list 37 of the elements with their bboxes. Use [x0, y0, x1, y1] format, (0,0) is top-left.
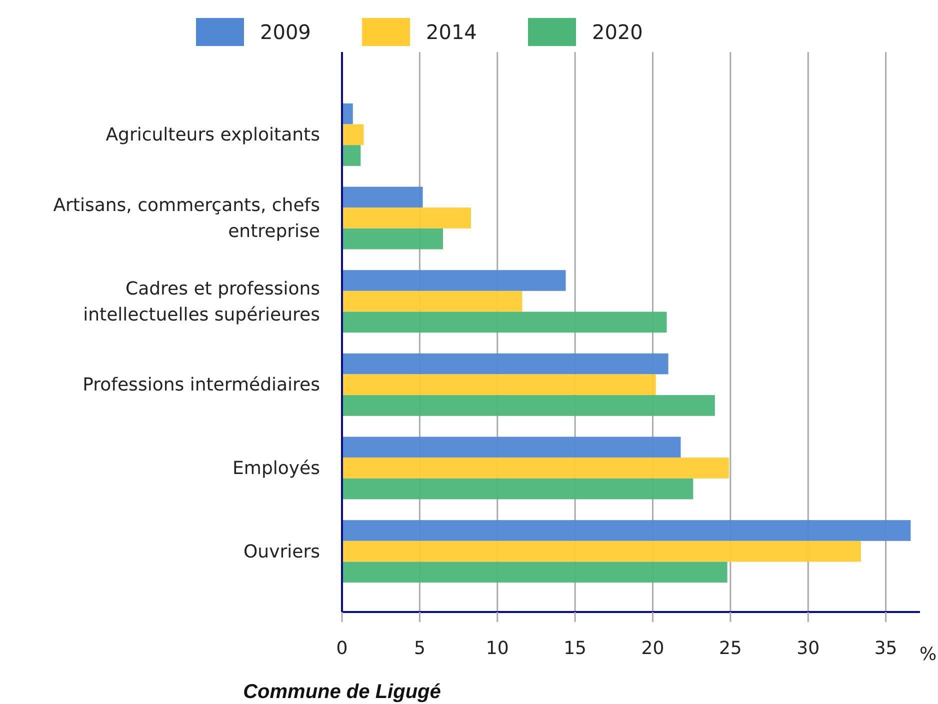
bar: [342, 395, 715, 416]
bar: [342, 124, 364, 146]
legend-label: 2014: [426, 20, 477, 44]
bar: [342, 270, 566, 291]
x-tick-label: 30: [796, 638, 820, 659]
y-tick-label: Employés: [232, 458, 320, 479]
x-tick-label: 10: [486, 638, 509, 659]
bar: [342, 353, 668, 374]
y-tick-label: Agriculteurs exploitants: [106, 124, 320, 146]
bar: [342, 562, 728, 583]
x-tick-label: 5: [414, 638, 426, 659]
text: Commune de Ligugé: [243, 681, 441, 703]
bar: [342, 312, 667, 333]
bar: [342, 228, 443, 250]
x-tick-label: 20: [641, 638, 664, 659]
bar: [342, 540, 861, 562]
x-axis-title: %: [919, 644, 937, 665]
x-tick-label: 0: [336, 638, 348, 659]
bar: [342, 290, 522, 312]
bar: [342, 186, 423, 208]
bar: [342, 374, 656, 396]
bar: [342, 145, 361, 166]
bar: [342, 103, 353, 124]
bar: [342, 208, 471, 228]
x-tick-label: 15: [564, 638, 587, 659]
legend-label: 2009: [260, 20, 311, 44]
bar: [342, 478, 694, 500]
bar: [342, 458, 729, 478]
bar: [342, 520, 911, 541]
legend-label: 2020: [592, 20, 643, 44]
y-tick-label: Professions intermédiaires: [82, 374, 320, 396]
bar: [342, 436, 681, 458]
x-tick-label: 35: [874, 638, 898, 659]
y-tick-label: Cadres et professions intellectuelles supérieures: [83, 278, 320, 326]
y-tick-label: Artisans, commerçants, chefs entreprise: [53, 195, 320, 242]
x-tick-label: 25: [718, 638, 742, 659]
y-tick-label: Ouvriers: [244, 541, 320, 562]
